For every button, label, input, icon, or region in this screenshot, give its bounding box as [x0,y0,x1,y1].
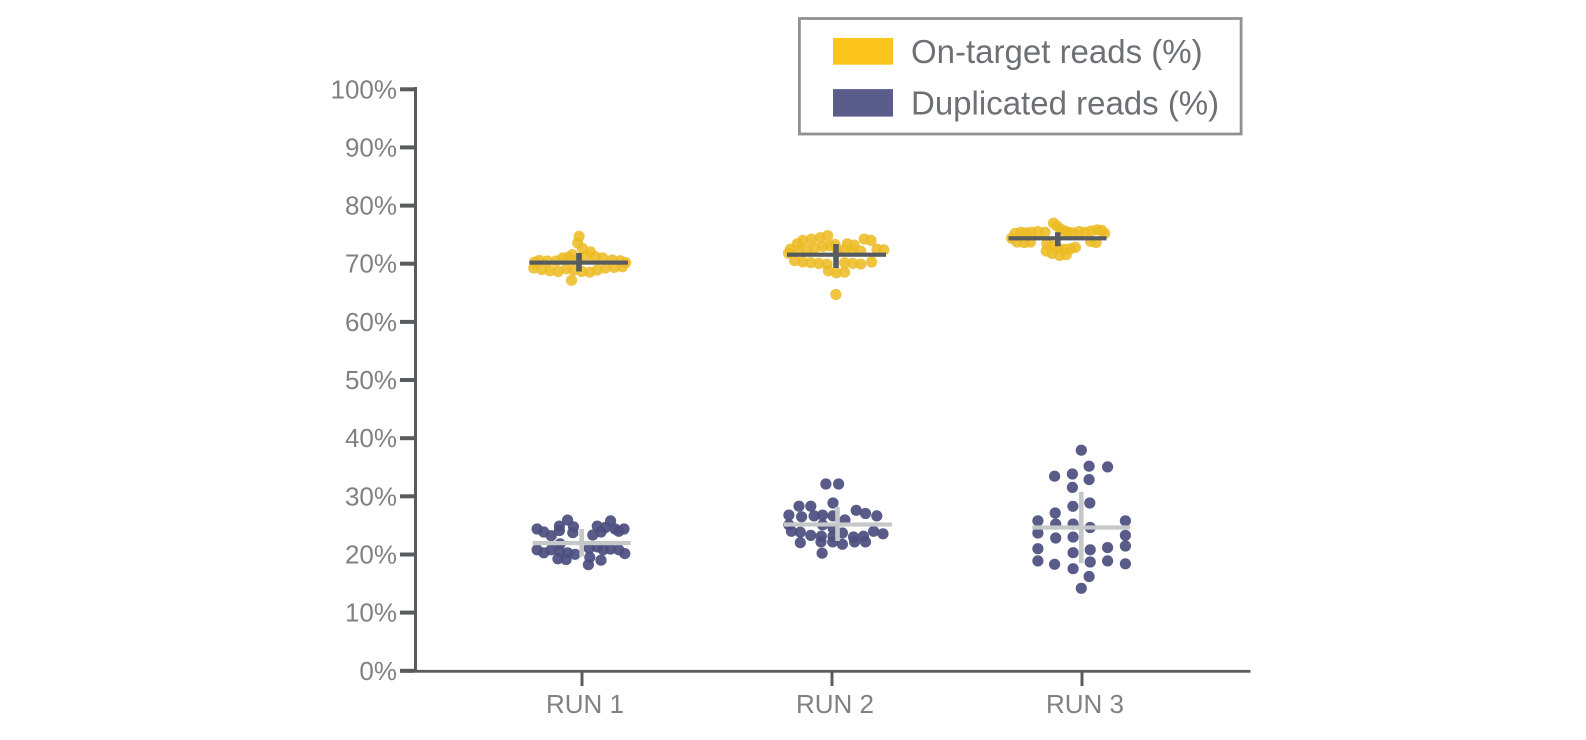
svg-text:40%: 40% [345,423,397,453]
svg-text:90%: 90% [345,132,397,162]
svg-text:Duplicated reads (%): Duplicated reads (%) [911,85,1219,122]
svg-text:50%: 50% [345,365,397,395]
svg-text:30%: 30% [345,481,397,511]
svg-text:RUN 1: RUN 1 [546,689,624,719]
svg-text:80%: 80% [345,191,397,221]
svg-text:60%: 60% [345,307,397,337]
svg-text:100%: 100% [331,74,398,104]
svg-text:RUN 3: RUN 3 [1046,689,1124,719]
svg-text:70%: 70% [345,249,397,279]
svg-text:RUN 2: RUN 2 [796,689,874,719]
svg-text:On-target reads (%): On-target reads (%) [911,33,1203,70]
svg-text:10%: 10% [345,598,397,628]
svg-text:0%: 0% [359,656,397,686]
svg-text:20%: 20% [345,540,397,570]
